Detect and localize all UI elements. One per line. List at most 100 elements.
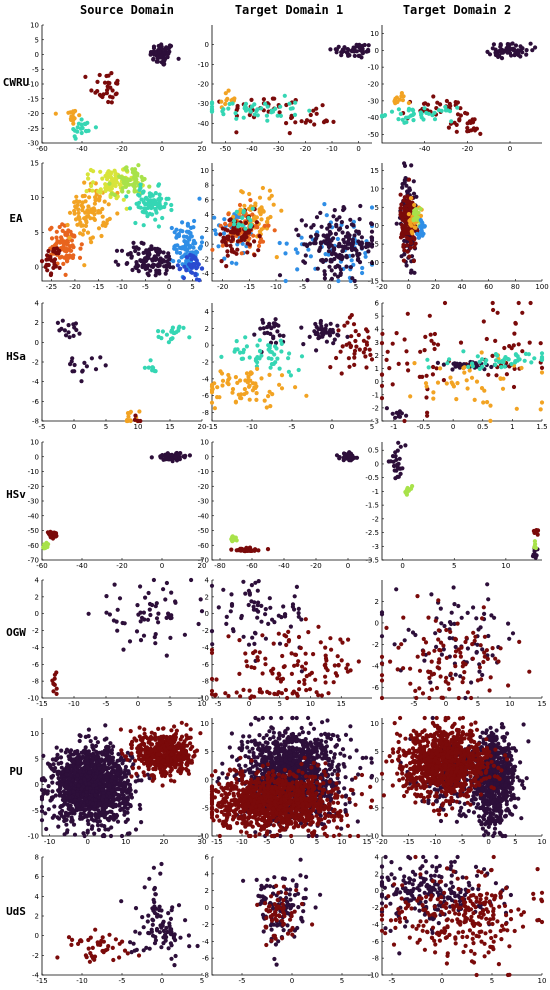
data-point [141,200,146,205]
data-point [398,111,403,116]
y-tick-label: 0 [205,41,209,49]
data-point [71,333,76,338]
data-point [434,685,440,691]
data-point [76,210,81,216]
data-point [153,191,158,196]
data-point [404,263,409,268]
data-point [393,96,398,101]
y-tick-label: -20 [198,483,209,491]
data-point [134,629,140,634]
data-point [100,206,105,212]
data-point [404,413,409,418]
data-point [122,621,127,626]
x-tick-label: 10 [121,838,130,846]
data-point [453,654,458,659]
data-point [462,370,467,375]
data-point [120,189,125,194]
data-point [274,346,279,351]
data-point [60,240,66,245]
data-point [409,486,414,491]
data-point [249,223,254,228]
series-dark_red [229,545,271,554]
data-point [314,106,319,111]
y-tick-label: -8 [32,678,39,686]
data-point [328,47,333,52]
x-tick-label: 5 [452,562,456,570]
data-point [510,41,515,46]
y-tick-label: -4 [202,270,210,278]
series-dark_purple [55,318,108,384]
data-point [364,327,369,332]
y-tick-label: 15 [30,160,39,168]
data-point [65,222,70,228]
data-point [408,196,414,201]
data-point [322,276,327,281]
series-dark_purple [384,359,508,420]
data-point [478,643,483,648]
data-point [511,343,516,348]
data-point [495,310,500,315]
data-point [302,242,307,247]
data-point [527,340,532,345]
data-point [296,659,301,664]
data-point [169,225,174,231]
y-tick-label: -15 [28,95,39,103]
data-point [243,233,248,238]
data-point [396,440,401,445]
data-point [125,252,131,257]
data-point [435,665,440,670]
data-point [338,271,343,276]
data-point [80,369,85,374]
data-point [407,254,412,259]
col-header-source: Source Domain [80,3,174,17]
data-point [223,221,228,226]
data-point [63,813,68,818]
data-point [270,96,275,101]
data-point [96,808,101,813]
data-point [289,115,295,120]
x-tick-label: -5 [103,700,110,708]
y-tick-label: -3 [372,418,379,426]
data-point [121,197,126,202]
data-point [136,163,141,168]
data-point [132,188,137,193]
data-point [533,555,538,560]
data-point [184,268,189,273]
data-point [507,636,512,641]
data-point [438,674,443,679]
data-point [71,752,76,757]
data-point [146,590,151,596]
data-point [226,377,231,383]
data-point [141,223,146,228]
data-point [133,170,138,175]
y-tick-label: -4 [202,375,210,383]
data-point [410,231,415,236]
data-point [322,202,327,207]
data-point [286,629,291,635]
data-point [352,351,357,356]
data-point [518,54,523,59]
data-point [282,664,287,669]
data-point [323,645,328,650]
axes-hsv-target-domain-2 [381,442,542,561]
data-point [53,111,58,116]
data-point [401,615,406,620]
data-point [402,638,407,643]
data-point [255,603,260,608]
data-point [102,199,107,204]
y-tick-label: 5 [375,313,379,321]
data-point [62,248,67,253]
data-point [191,245,196,250]
data-point [422,106,427,111]
data-point [52,768,57,774]
data-point [234,116,239,121]
data-point [439,621,444,626]
y-tick-label: -70 [28,557,39,565]
data-point [151,56,156,62]
data-point [422,348,427,353]
data-point [354,49,359,54]
data-point [104,91,109,96]
y-tick-label: -2 [32,627,39,635]
data-point [332,663,337,668]
data-point [97,194,102,199]
